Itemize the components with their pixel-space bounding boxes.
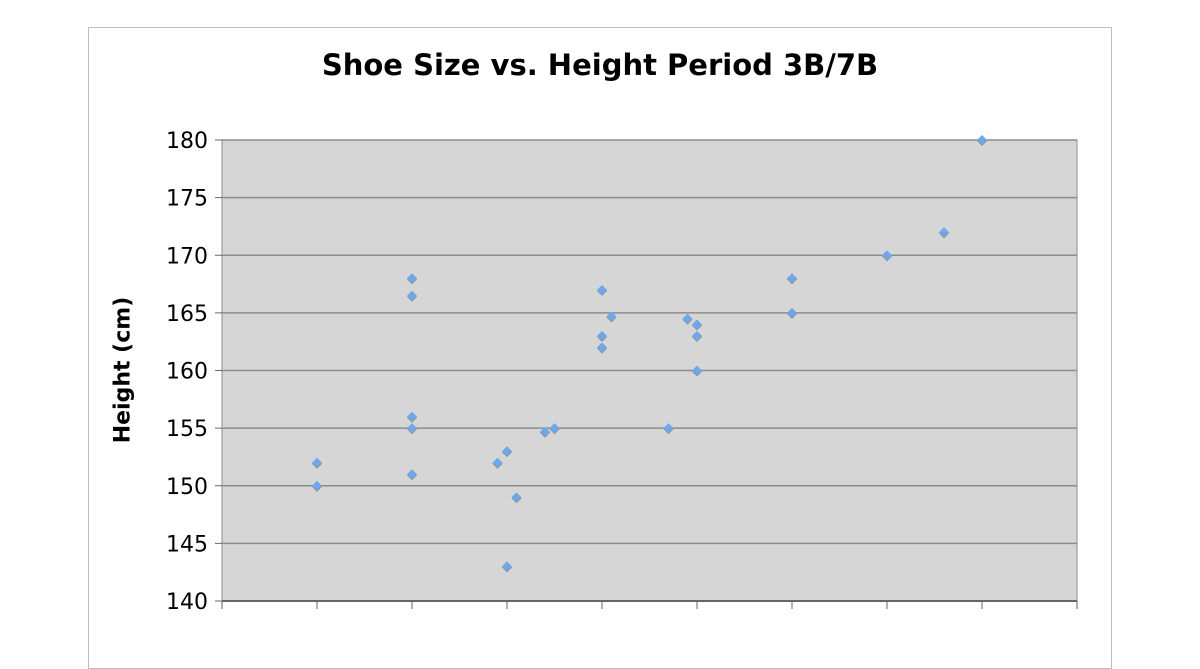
- data-point: [407, 469, 417, 480]
- data-point: [407, 273, 417, 284]
- y-tick-label: 170: [166, 244, 208, 269]
- y-tick-label: 160: [166, 360, 208, 385]
- y-tick-label: 180: [166, 129, 208, 154]
- data-point: [407, 290, 417, 301]
- data-point: [597, 342, 607, 353]
- data-point: [692, 365, 702, 376]
- y-tick-label: 155: [166, 417, 208, 442]
- data-point: [977, 135, 987, 145]
- data-point: [606, 311, 617, 322]
- data-point: [502, 561, 512, 572]
- y-tick-label: 145: [166, 532, 208, 557]
- chart-title: Shoe Size vs. Height Period 3B/7B: [321, 48, 879, 82]
- data-point: [407, 411, 417, 422]
- y-tick-label: 150: [166, 475, 208, 500]
- data-point: [492, 457, 503, 468]
- data-point: [882, 250, 892, 261]
- data-point: [939, 227, 949, 238]
- data-point: [312, 457, 322, 468]
- data-point: [787, 273, 797, 284]
- y-tick-label: 165: [166, 302, 208, 327]
- data-point: [787, 307, 797, 318]
- y-tick-label: 140: [166, 590, 208, 615]
- data-point: [312, 480, 322, 491]
- data-point: [407, 423, 417, 434]
- data-point: [511, 492, 522, 503]
- data-point: [692, 330, 702, 341]
- data-point: [540, 426, 550, 437]
- data-point: [502, 446, 512, 457]
- y-tick-label: 175: [166, 187, 208, 212]
- data-point: [597, 284, 607, 295]
- data-point: [663, 423, 674, 434]
- data-point: [682, 313, 693, 324]
- data-point: [597, 330, 607, 341]
- data-point: [549, 423, 560, 434]
- scatter-plot: 140 145 150 155 160 165 170 175 180: [166, 129, 1078, 615]
- data-point: [692, 319, 702, 330]
